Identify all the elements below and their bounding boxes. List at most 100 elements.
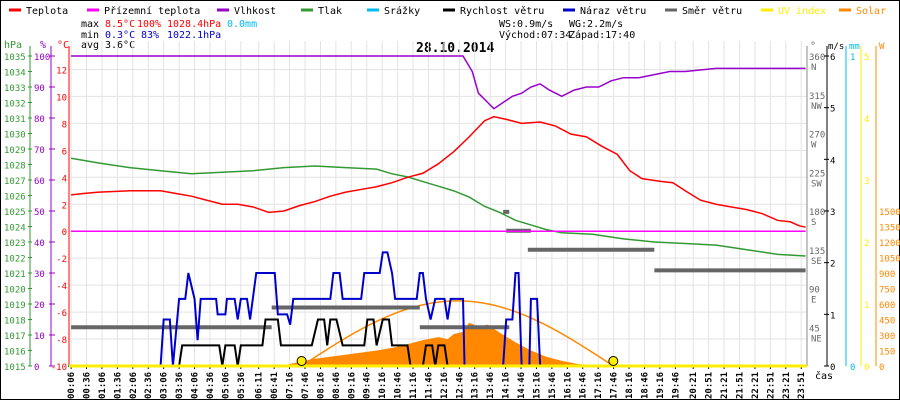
uv-tick-label: 5 <box>864 53 869 63</box>
x-tick-label: 22:51 <box>766 372 776 399</box>
hpa-tick-label: 1021 <box>4 270 26 280</box>
w-tick-label: 1200 <box>879 239 900 249</box>
stats-press-max: 1028.4hPa <box>167 19 221 30</box>
legend-label-5: Rychlost větru <box>460 5 544 17</box>
x-axis-label: čas <box>815 370 833 382</box>
uv-tick-label: 1 <box>864 301 869 311</box>
w-tick-label: 750 <box>879 286 895 296</box>
legend-label-3: Tlak <box>318 6 342 17</box>
x-tick-label: 03:06 <box>160 372 170 399</box>
chart-title: 28.10.2014 <box>416 41 494 56</box>
x-tick-label: 04:06 <box>191 372 201 399</box>
x-tick-label: 23:21 <box>782 372 792 399</box>
solar-theoretical-line <box>301 300 614 367</box>
legend-label-4: Srážky <box>384 5 420 17</box>
temp-tick-label: -8 <box>56 336 67 346</box>
temp-tick-label: 4 <box>62 174 67 184</box>
dir-tick-compass: N <box>811 63 816 73</box>
x-tick-label: 10:16 <box>378 372 388 399</box>
uv-tick-label: 4 <box>864 115 869 125</box>
dir-tick-label: 45 <box>809 324 820 334</box>
stats-sunrise: Východ:07:34 <box>499 29 571 41</box>
x-tick-label: 21:51 <box>736 372 746 399</box>
hpa-tick-label: 1033 <box>4 84 26 94</box>
hpa-tick-label: 1023 <box>4 239 26 249</box>
x-tick-label: 18:46 <box>640 372 650 399</box>
hpa-tick-label: 1029 <box>4 146 26 156</box>
w-tick-label: 900 <box>879 270 895 280</box>
ms-tick-label: 6 <box>830 53 835 63</box>
legend-label-0: Teplota <box>26 6 68 17</box>
uv-tick-label: 0 <box>864 363 869 373</box>
temp-tick-label: 12 <box>56 66 67 76</box>
temp-tick-label: 2 <box>62 201 67 211</box>
x-tick-label: 02:06 <box>129 372 139 399</box>
hpa-tick-label: 1015 <box>4 363 26 373</box>
temp-axis-unit: °C <box>57 40 69 51</box>
ms-axis-unit: m/s <box>828 42 844 52</box>
stats-min-label: min <box>81 30 99 41</box>
dir-tick-compass: NW <box>811 102 822 112</box>
pct-tick-label: 80 <box>34 115 45 125</box>
dir-tick-label: 315 <box>809 92 825 102</box>
stats-temp-min: 0.3°C <box>105 30 135 41</box>
ms-tick-label: 3 <box>830 208 835 218</box>
x-tick-label: 05:36 <box>237 372 247 399</box>
mm-tick-label: 0 <box>850 363 855 373</box>
temp-tick-label: 8 <box>62 120 67 130</box>
dir-tick-label: 225 <box>809 169 825 179</box>
stats-ws: WS:0.9m/s <box>499 19 553 30</box>
hpa-tick-label: 1024 <box>4 224 26 234</box>
hpa-tick-label: 1025 <box>4 208 26 218</box>
stats-avg-label: avg <box>81 40 99 51</box>
x-tick-label: 00:36 <box>83 372 93 399</box>
x-tick-label: 10:46 <box>394 372 404 399</box>
pct-tick-label: 20 <box>34 301 45 311</box>
uv-tick-label: 3 <box>864 177 869 187</box>
x-tick-label: 12:16 <box>440 372 450 399</box>
x-tick-label: 03:36 <box>175 372 185 399</box>
hpa-tick-label: 1020 <box>4 286 26 296</box>
pressure-line <box>70 157 806 257</box>
w-tick-label: 300 <box>879 332 895 342</box>
x-tick-label: 11:16 <box>409 372 419 399</box>
pct-tick-label: 50 <box>34 208 45 218</box>
x-tick-label: 18:16 <box>625 372 635 399</box>
x-tick-label: 15:16 <box>532 372 542 399</box>
w-axis-unit: W <box>879 42 885 52</box>
dir-tick-compass: NE <box>811 334 822 344</box>
temp-tick-label: -2 <box>56 255 67 265</box>
ms-tick-label: 5 <box>830 105 835 115</box>
x-tick-label: 09:16 <box>347 372 357 399</box>
hpa-tick-label: 1017 <box>4 332 26 342</box>
mm-axis-unit: mm <box>849 42 860 52</box>
x-tick-label: 19:16 <box>656 372 666 399</box>
sunset-marker <box>608 356 619 366</box>
hpa-tick-label: 1019 <box>4 301 26 311</box>
legend-label-1: Přízemní teplota <box>104 5 200 17</box>
x-tick-label: 13:46 <box>486 372 496 399</box>
x-tick-label: 19:46 <box>671 372 681 399</box>
stats-rain: 0.0mm <box>227 19 257 30</box>
w-tick-label: 0 <box>879 363 884 373</box>
ms-tick-label: 4 <box>830 156 835 166</box>
hpa-tick-label: 1035 <box>4 53 26 63</box>
wind-speed-line <box>68 318 806 367</box>
pct-tick-label: 60 <box>34 177 45 187</box>
w-tick-label: 1500 <box>879 208 900 218</box>
x-tick-label: 07:16 <box>286 372 296 399</box>
dir-tick-label: 180 <box>809 208 825 218</box>
w-tick-label: 600 <box>879 301 895 311</box>
pct-tick-label: 100 <box>34 53 50 63</box>
hpa-axis-unit: hPa <box>4 40 22 51</box>
temp-tick-label: -10 <box>51 363 67 373</box>
x-tick-label: 11:46 <box>424 372 434 399</box>
w-tick-label: 1350 <box>879 224 900 234</box>
legend-label-9: Solar <box>856 6 886 17</box>
hpa-tick-label: 1034 <box>4 69 26 79</box>
stats-temp-avg: 3.6°C <box>105 40 135 51</box>
x-tick-label: 16:16 <box>563 372 573 399</box>
wind-gust-line <box>68 251 806 367</box>
